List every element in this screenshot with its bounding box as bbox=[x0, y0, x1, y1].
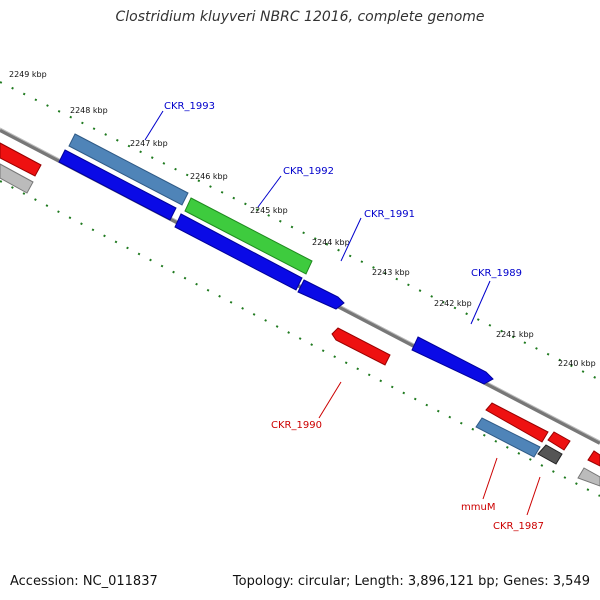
label-ckr-1991[interactable]: CKR_1991 bbox=[364, 209, 415, 220]
gene-ckr-1991b[interactable] bbox=[297, 279, 345, 310]
kbp-label-2245: 2245 kbp bbox=[250, 206, 288, 215]
kbp-label-2240: 2240 kbp bbox=[558, 359, 596, 368]
label-mmum[interactable]: mmuM bbox=[461, 502, 495, 513]
kbp-label-2241: 2241 kbp bbox=[496, 330, 534, 339]
kbp-label-2249: 2249 kbp bbox=[9, 70, 47, 79]
leader-ckr-1993 bbox=[144, 110, 164, 141]
kbp-label-2243: 2243 kbp bbox=[372, 268, 410, 277]
leader-mmum bbox=[482, 457, 498, 500]
gene-ckr-1987-dark[interactable] bbox=[537, 444, 563, 465]
gene-mmum[interactable] bbox=[475, 417, 541, 458]
leader-ckr-1990 bbox=[318, 381, 342, 419]
label-ckr-1987[interactable]: CKR_1987 bbox=[493, 521, 544, 532]
gene-ckr-1991[interactable] bbox=[174, 213, 303, 291]
gene-ckr-1993-steel[interactable] bbox=[68, 133, 189, 206]
gene-mmum-red[interactable] bbox=[485, 402, 549, 443]
kbp-label-2247: 2247 kbp bbox=[130, 139, 168, 148]
leader-ckr-1989 bbox=[470, 280, 491, 325]
gene-right-gray[interactable] bbox=[577, 467, 600, 487]
accession-label: Accession: NC_011837 bbox=[10, 574, 158, 589]
gene-right-red[interactable] bbox=[587, 450, 600, 467]
genome-stats: Topology: circular; Length: 3,896,121 bp… bbox=[232, 574, 590, 589]
leader-ckr-1987 bbox=[526, 476, 541, 516]
gene-ckr-1992[interactable] bbox=[184, 197, 313, 275]
gene-ckr-1989[interactable] bbox=[411, 336, 494, 385]
leader-ckr-1991 bbox=[340, 217, 362, 262]
label-ckr-1989[interactable]: CKR_1989 bbox=[471, 268, 522, 279]
kbp-label-2244: 2244 kbp bbox=[312, 238, 350, 247]
label-ckr-1992[interactable]: CKR_1992 bbox=[283, 166, 334, 177]
kbp-label-2242: 2242 kbp bbox=[434, 299, 472, 308]
label-ckr-1990[interactable]: CKR_1990 bbox=[271, 420, 322, 431]
inner-tick-ring bbox=[0, 180, 600, 497]
leader-ckr-1992 bbox=[257, 175, 282, 208]
gene-small-red[interactable] bbox=[547, 431, 571, 451]
label-ckr-1993[interactable]: CKR_1993 bbox=[164, 101, 215, 112]
gene-left-red[interactable] bbox=[0, 142, 42, 177]
kbp-label-2246: 2246 kbp bbox=[190, 172, 228, 181]
gene-left-gray[interactable] bbox=[0, 163, 34, 194]
gene-ckr-1993[interactable] bbox=[58, 149, 177, 221]
map-title: Clostridium kluyveri NBRC 12016, complet… bbox=[115, 9, 485, 25]
kbp-label-2248: 2248 kbp bbox=[70, 106, 108, 115]
gene-ckr-1990[interactable] bbox=[331, 327, 391, 366]
